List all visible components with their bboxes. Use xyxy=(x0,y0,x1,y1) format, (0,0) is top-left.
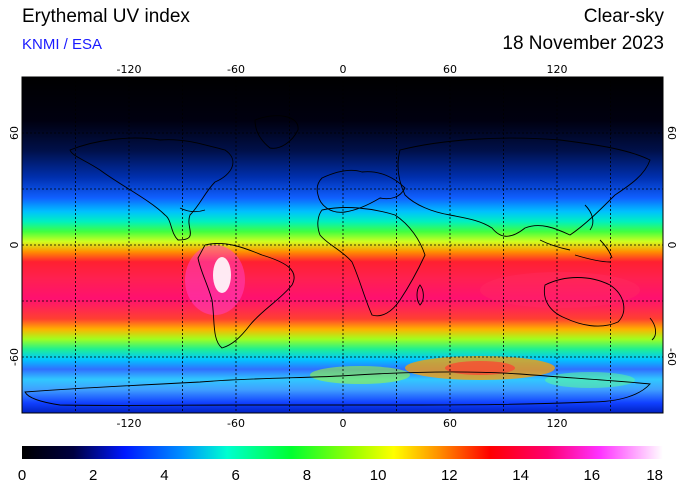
lon-tick-label: -120 xyxy=(117,63,142,76)
coastlines xyxy=(24,115,657,406)
colorbar xyxy=(22,446,663,459)
credit-label: KNMI / ESA xyxy=(22,36,103,53)
lon-tick-label: 60 xyxy=(443,63,457,76)
lon-tick-label: -60 xyxy=(227,63,245,76)
condition-label: Clear-sky xyxy=(583,6,664,27)
lon-tick-label: 60 xyxy=(443,417,457,430)
lat-ticks-right: 60 0 -60 xyxy=(665,126,678,366)
lat-tick-label: 0 xyxy=(8,242,21,249)
colorbar-labels: 0 2 4 6 8 10 12 14 16 18 xyxy=(18,467,663,484)
graticule xyxy=(22,77,663,413)
lon-ticks-bottom: -120 -60 0 60 120 xyxy=(117,417,568,430)
lat-tick-label: -60 xyxy=(665,348,678,366)
lon-tick-label: 0 xyxy=(340,63,347,76)
lat-ticks-left: 60 0 -60 xyxy=(8,126,21,366)
lat-tick-label: 60 xyxy=(665,126,678,140)
lat-tick-label: 0 xyxy=(665,242,678,249)
map-title: Erythemal UV index xyxy=(22,6,190,27)
colorbar-label: 10 xyxy=(370,467,387,484)
lon-tick-label: -120 xyxy=(117,417,142,430)
lon-tick-label: 120 xyxy=(547,417,568,430)
colorbar-label: 4 xyxy=(160,467,168,484)
lon-ticks-top: -120 -60 0 60 120 xyxy=(117,63,568,76)
map-frame xyxy=(21,76,664,414)
colorbar-label: 12 xyxy=(441,467,458,484)
colorbar-label: 16 xyxy=(583,467,600,484)
lon-tick-label: 120 xyxy=(547,63,568,76)
lat-tick-label: -60 xyxy=(8,348,21,366)
colorbar-label: 14 xyxy=(512,467,529,484)
colorbar-label: 2 xyxy=(89,467,97,484)
colorbar-label: 18 xyxy=(646,467,663,484)
colorbar-label: 6 xyxy=(232,467,240,484)
lon-tick-label: 0 xyxy=(340,417,347,430)
date-label: 18 November 2023 xyxy=(502,33,664,54)
colorbar-label: 0 xyxy=(18,467,26,484)
lon-tick-label: -60 xyxy=(227,417,245,430)
colorbar-label: 8 xyxy=(303,467,311,484)
lat-tick-label: 60 xyxy=(8,126,21,140)
